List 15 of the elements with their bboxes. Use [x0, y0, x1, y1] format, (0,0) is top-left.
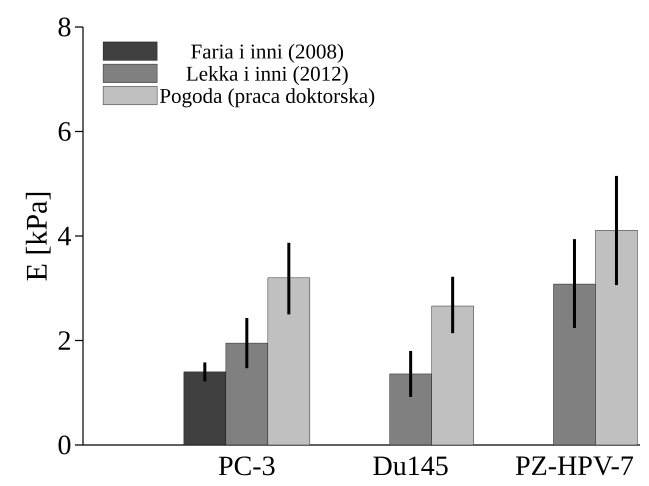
y-tick-label: 6 [58, 122, 71, 141]
bar [389, 374, 432, 445]
x-tick-label: Du145 [373, 456, 448, 476]
legend-label: Pogoda (praca doktorska) [160, 88, 374, 108]
legend-label: Lekka i inni (2012) [186, 66, 348, 86]
y-tick-label: 8 [58, 18, 70, 36]
legend-label: Faria i inni (2008) [191, 44, 344, 63]
bar [226, 342, 268, 445]
x-tick-label: PC-3 [218, 456, 275, 476]
x-tick-label: PZ-HPV-7 [516, 456, 634, 476]
bar [553, 284, 596, 445]
y-tick-label: 4 [58, 226, 72, 246]
y-axis-title: E [kPa] [26, 192, 51, 281]
y-tick-label: 0 [58, 436, 70, 454]
y-tick-label: 2 [58, 331, 70, 350]
